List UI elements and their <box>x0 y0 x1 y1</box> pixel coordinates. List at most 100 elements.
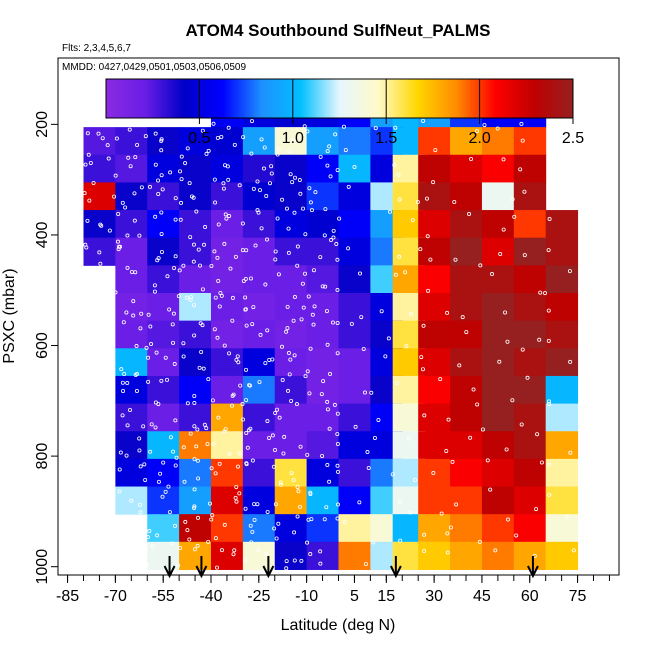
sample-point <box>222 343 227 348</box>
sample-point <box>538 290 543 295</box>
sample-point <box>249 540 254 545</box>
heatmap-cell <box>418 320 451 349</box>
heatmap-cell <box>418 375 451 405</box>
heatmap-cell <box>83 237 116 266</box>
sample-point <box>493 548 498 553</box>
heatmap-cell <box>147 127 180 156</box>
heatmap-cell <box>418 458 451 488</box>
sample-point <box>149 422 154 427</box>
sample-point <box>84 245 89 250</box>
sample-point <box>438 377 443 382</box>
heatmap-cell <box>211 403 244 432</box>
colorbar <box>105 78 574 119</box>
sample-point <box>480 427 485 432</box>
heatmap-cell <box>338 237 371 266</box>
sample-point <box>217 304 222 309</box>
sample-point <box>286 226 291 231</box>
sample-point <box>323 207 328 212</box>
sample-point <box>331 228 336 233</box>
heatmap-cell <box>115 154 148 183</box>
sample-point <box>194 209 199 214</box>
x-axis: -85 -70 -55 -40 -25 -10 5 15 30 45 60 75 <box>56 575 610 605</box>
sample-point <box>167 307 172 312</box>
sample-point <box>311 322 316 327</box>
sample-point <box>120 380 125 385</box>
sample-point <box>292 295 297 300</box>
sample-point <box>242 558 247 563</box>
sample-point <box>153 425 158 430</box>
sample-point <box>124 453 129 458</box>
sample-point <box>477 539 482 544</box>
sample-point <box>137 448 142 453</box>
sample-point <box>156 256 161 261</box>
heatmap-cell <box>242 237 276 266</box>
sample-point <box>211 121 216 126</box>
sample-point <box>195 427 200 432</box>
sample-point <box>371 540 376 545</box>
heatmap-cell <box>211 348 244 377</box>
sample-point <box>265 509 270 514</box>
sample-point <box>210 513 215 518</box>
sample-point <box>353 424 358 429</box>
sample-point <box>359 315 364 320</box>
sample-point <box>121 320 126 325</box>
sample-point <box>117 489 122 494</box>
sample-point <box>118 450 123 455</box>
sample-point <box>421 323 426 328</box>
heatmap-cell <box>179 265 212 294</box>
sample-point <box>335 168 340 173</box>
sample-point <box>446 417 451 422</box>
sample-point <box>505 339 510 344</box>
sample-point <box>267 357 272 362</box>
sample-point <box>91 181 96 186</box>
sample-point <box>235 464 240 469</box>
heatmap-cell <box>242 541 276 570</box>
sample-point <box>100 136 105 141</box>
x-tick-label: -10 <box>295 588 318 605</box>
sample-point <box>276 521 281 526</box>
sample-point <box>181 445 186 450</box>
sample-point <box>422 549 427 554</box>
heatmap-cell <box>147 293 180 322</box>
sample-point <box>137 502 142 507</box>
sample-point <box>177 268 182 273</box>
sample-point <box>275 216 280 221</box>
sample-point <box>546 308 551 313</box>
sample-point <box>284 559 289 564</box>
sample-point <box>362 390 367 395</box>
sample-point <box>510 398 515 403</box>
sample-point <box>453 257 458 262</box>
sample-point <box>222 429 227 434</box>
heatmap-cell <box>115 431 148 460</box>
arrow-head <box>195 565 208 579</box>
heatmap-cell <box>481 431 515 460</box>
dates-annotation: MMDD: 0427,0429,0501,0503,0506,0509 <box>62 62 246 73</box>
sample-point <box>279 344 284 349</box>
sample-point <box>294 402 299 407</box>
sample-point <box>132 191 137 196</box>
heatmap-cell <box>83 154 116 183</box>
heatmap-cell <box>481 182 515 211</box>
heatmap-cell <box>450 348 483 377</box>
sample-point <box>488 487 493 492</box>
heatmap-cell <box>274 265 308 294</box>
heatmap-cell <box>545 403 579 432</box>
sample-point <box>305 129 310 134</box>
heatmap-cell <box>147 514 180 543</box>
heatmap-cell <box>306 375 339 405</box>
heatmap-cell <box>211 237 244 266</box>
sample-point <box>134 388 139 393</box>
heatmap-cell <box>115 210 148 239</box>
sample-point <box>172 362 177 367</box>
heatmap-cell <box>115 265 148 294</box>
sample-point <box>495 126 500 131</box>
sample-point <box>280 378 285 383</box>
heatmap-cell <box>450 403 483 432</box>
sample-point <box>213 471 218 476</box>
heatmap-cell <box>418 127 451 156</box>
heatmap-cell <box>545 210 579 239</box>
heatmap-cell <box>450 154 483 183</box>
arrow-head <box>262 565 275 579</box>
sample-point <box>251 186 256 191</box>
sample-point <box>153 131 158 136</box>
